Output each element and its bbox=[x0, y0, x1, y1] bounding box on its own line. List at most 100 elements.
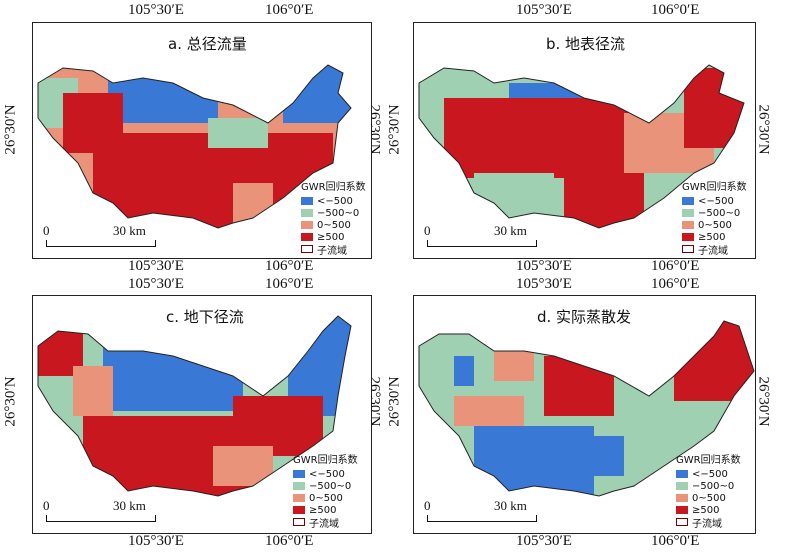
legend-item: −500~0 bbox=[301, 207, 366, 219]
legend-swatch bbox=[676, 494, 688, 502]
lat-label-b-right: 26°30′N bbox=[755, 104, 772, 155]
lon-label-top-right-1: 105°30′E bbox=[516, 2, 572, 18]
map-d-zone bbox=[494, 351, 534, 381]
map-b-zone bbox=[444, 98, 644, 178]
legend-item: ≥500 bbox=[301, 231, 366, 243]
map-a-zone bbox=[233, 183, 273, 223]
scale-bar-line bbox=[46, 240, 156, 247]
map-d-zone bbox=[674, 321, 754, 401]
legend-swatch bbox=[301, 197, 313, 205]
legend-item: 0~500 bbox=[293, 492, 358, 504]
map-a-zone bbox=[208, 118, 268, 148]
legend-swatch bbox=[676, 482, 688, 490]
legend-label: <−500 bbox=[317, 195, 353, 207]
panel-title-b: b. 地表径流 bbox=[546, 35, 626, 53]
legend-swatch bbox=[293, 518, 305, 526]
map-d-zone bbox=[454, 396, 524, 426]
lat-label-b-left: 26°30′N bbox=[386, 104, 403, 155]
legend-swatch bbox=[301, 233, 313, 241]
lon-label-top-left-2: 106°0′E bbox=[265, 2, 314, 18]
legend-swatch bbox=[676, 518, 688, 526]
map-panel-b: b. 地表径流 GWR回归系数 <−500 −500~0 0~500 ≥500 … bbox=[413, 22, 756, 259]
lon-label-top-left-1: 105°30′E bbox=[128, 2, 184, 18]
map-d-zone bbox=[544, 356, 614, 416]
legend-label: ≥500 bbox=[309, 504, 337, 516]
lat-label-c-left: 26°30′N bbox=[2, 376, 19, 427]
basin-outline bbox=[418, 320, 755, 497]
lon-label-mid-2: 106°0′E bbox=[265, 258, 314, 274]
legend-label: 0~500 bbox=[692, 492, 726, 504]
lon-label-bottom-1: 105°30′E bbox=[128, 533, 184, 549]
legend-label: ≥500 bbox=[692, 504, 720, 516]
scale-bar-b: 0 30 km bbox=[424, 223, 544, 251]
lon-label-mid-5: 105°30′E bbox=[128, 276, 184, 292]
legend-swatch bbox=[301, 245, 313, 253]
legend-label: ≥500 bbox=[698, 231, 726, 243]
legend-item: 0~500 bbox=[676, 492, 741, 504]
legend-label: −500~0 bbox=[309, 480, 352, 492]
legend-label: −500~0 bbox=[317, 207, 360, 219]
lon-label-bottom-4: 106°0′E bbox=[651, 533, 700, 549]
legend-title: GWR回归系数 bbox=[676, 455, 741, 466]
legend-swatch bbox=[301, 221, 313, 229]
lon-label-mid-4: 106°0′E bbox=[651, 258, 700, 274]
legend-swatch bbox=[682, 233, 694, 241]
legend-swatch bbox=[682, 197, 694, 205]
legend-swatch bbox=[293, 482, 305, 490]
legend-label: −500~0 bbox=[692, 480, 735, 492]
map-a-svg bbox=[37, 64, 352, 229]
panel-title-d: d. 实际蒸散发 bbox=[537, 308, 632, 326]
lon-label-bottom-3: 105°30′E bbox=[516, 533, 572, 549]
legend-item: −500~0 bbox=[676, 480, 741, 492]
legend-item: −500~0 bbox=[682, 207, 747, 219]
map-panel-a: a. 总径流量 GWR回归系数 <−500 −500~0 0~500 ≥500 … bbox=[32, 22, 372, 259]
legend-label: <−500 bbox=[309, 468, 345, 480]
legend-label: 子流域 bbox=[698, 245, 728, 257]
legend-item: ≥500 bbox=[676, 504, 741, 516]
legend-item: 子流域 bbox=[293, 516, 358, 530]
legend-label: 子流域 bbox=[317, 245, 347, 257]
legend-item: 0~500 bbox=[301, 219, 366, 231]
legend-label: 0~500 bbox=[698, 219, 732, 231]
scale-bar-line bbox=[427, 240, 537, 247]
legend-item: <−500 bbox=[293, 468, 358, 480]
legend-swatch bbox=[301, 209, 313, 217]
legend-item: ≥500 bbox=[682, 231, 747, 243]
lon-label-top-right-2: 106°0′E bbox=[651, 2, 700, 18]
legend-swatch bbox=[293, 470, 305, 478]
legend-label: 子流域 bbox=[309, 518, 339, 530]
map-b-zone bbox=[684, 68, 744, 148]
panel-title-a: a. 总径流量 bbox=[168, 35, 247, 53]
lon-label-mid-1: 105°30′E bbox=[128, 258, 184, 274]
legend-item: 子流域 bbox=[301, 243, 366, 257]
map-panel-c: c. 地下径流 GWR回归系数 <−500 −500~0 0~500 ≥500 … bbox=[32, 295, 372, 534]
scale-distance: 30 km bbox=[494, 223, 527, 238]
basin-outline bbox=[37, 64, 352, 229]
scale-zero: 0 bbox=[43, 498, 50, 513]
lon-label-bottom-2: 106°0′E bbox=[265, 533, 314, 549]
scale-bar-a: 0 30 km bbox=[43, 223, 163, 251]
scale-distance: 30 km bbox=[494, 498, 527, 513]
scale-bar-line bbox=[427, 515, 537, 522]
map-d-zone bbox=[594, 436, 624, 476]
legend-c: GWR回归系数 <−500 −500~0 0~500 ≥500 子流域 bbox=[293, 451, 358, 530]
lon-label-mid-6: 106°0′E bbox=[265, 276, 314, 292]
legend-swatch bbox=[293, 506, 305, 514]
map-c-zone bbox=[73, 366, 113, 416]
lon-label-mid-3: 105°30′E bbox=[516, 258, 572, 274]
legend-label: 子流域 bbox=[692, 518, 722, 530]
legend-swatch bbox=[682, 221, 694, 229]
legend-label: <−500 bbox=[698, 195, 734, 207]
legend-item: −500~0 bbox=[293, 480, 358, 492]
panel-title-c: c. 地下径流 bbox=[166, 308, 244, 326]
scale-bar-d: 0 30 km bbox=[424, 498, 544, 526]
legend-title: GWR回归系数 bbox=[682, 182, 747, 193]
lat-label-d-right: 26°30′N bbox=[755, 376, 772, 427]
basin-outline bbox=[37, 315, 352, 497]
legend-item: <−500 bbox=[301, 195, 366, 207]
legend-d: GWR回归系数 <−500 −500~0 0~500 ≥500 子流域 bbox=[676, 451, 741, 530]
map-a-zone bbox=[108, 68, 218, 123]
legend-b: GWR回归系数 <−500 −500~0 0~500 ≥500 子流域 bbox=[682, 178, 747, 257]
legend-label: 0~500 bbox=[309, 492, 343, 504]
scale-bar-line bbox=[46, 515, 156, 522]
